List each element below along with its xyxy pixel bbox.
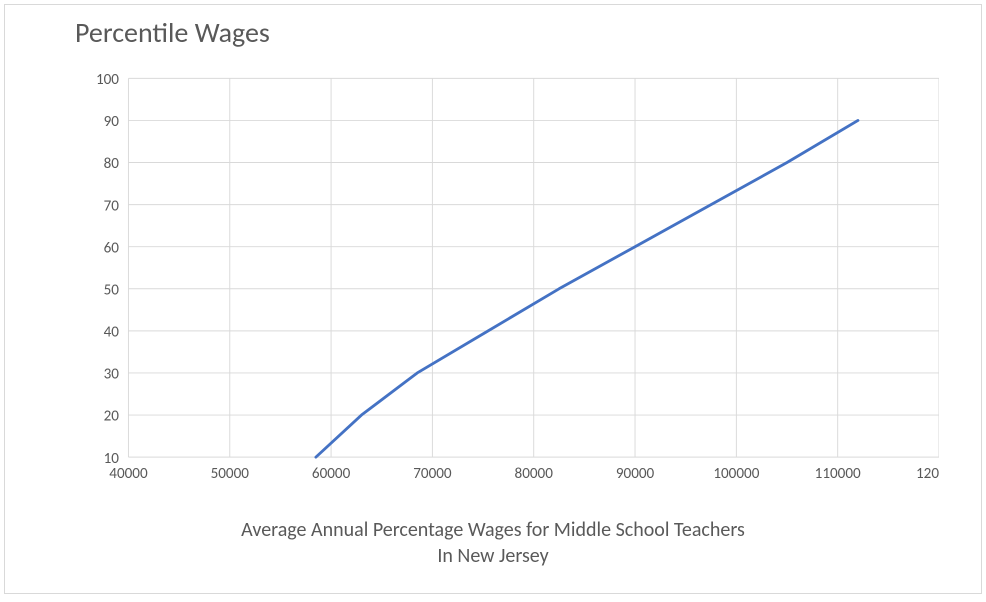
y-tick-label: 40: [104, 324, 120, 342]
x-tick-label: 100000: [713, 465, 759, 483]
chart-svg: 4000050000600007000080000900001000001100…: [83, 67, 939, 495]
x-tick-label: 120000: [916, 465, 939, 483]
y-tick-label: 100: [96, 71, 119, 89]
chart-container: Percentile Wages 40000500006000070000800…: [4, 4, 982, 594]
y-tick-label: 50: [104, 281, 120, 299]
chart-title: Percentile Wages: [75, 15, 270, 50]
y-tick-label: 90: [104, 113, 120, 131]
x-tick-label: 60000: [312, 465, 351, 483]
y-tick-label: 10: [104, 450, 120, 468]
x-axis-label: Average Annual Percentage Wages for Midd…: [5, 517, 981, 569]
y-tick-label: 20: [104, 408, 120, 426]
y-tick-label: 30: [104, 366, 120, 384]
x-tick-label: 80000: [515, 465, 554, 483]
y-tick-label: 80: [104, 155, 120, 173]
x-tick-label: 50000: [211, 465, 250, 483]
y-tick-label: 70: [104, 197, 120, 215]
x-axis-label-line2: In New Jersey: [437, 544, 548, 568]
y-tick-label: 60: [104, 239, 120, 257]
plot-area: 4000050000600007000080000900001000001100…: [83, 67, 939, 467]
x-tick-label: 70000: [413, 465, 452, 483]
x-axis-label-line1: Average Annual Percentage Wages for Midd…: [241, 518, 745, 542]
x-tick-label: 90000: [616, 465, 655, 483]
x-tick-label: 110000: [815, 465, 861, 483]
